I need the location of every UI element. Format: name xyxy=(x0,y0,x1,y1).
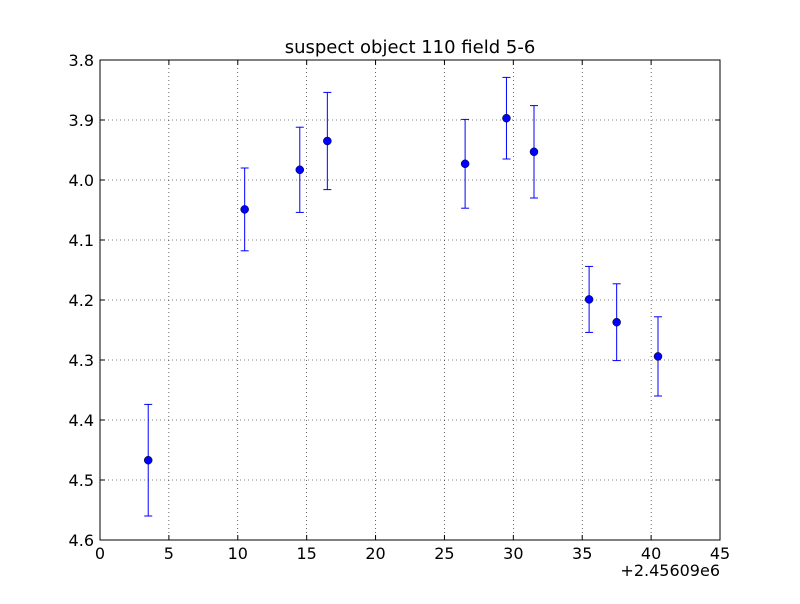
data-point xyxy=(460,159,470,169)
x-tick-label: 40 xyxy=(641,544,661,563)
x-tick-label: 25 xyxy=(434,544,454,563)
x-tick-label: 15 xyxy=(296,544,316,563)
x-tick-label: 10 xyxy=(228,544,248,563)
data-point xyxy=(612,317,621,327)
y-tick-label: 4.2 xyxy=(69,291,94,310)
grid-layer xyxy=(100,60,720,540)
chart-title: suspect object 110 field 5-6 xyxy=(285,37,536,58)
y-tick-label: 4.0 xyxy=(69,171,94,190)
x-tick-label: 30 xyxy=(503,544,523,563)
data-point xyxy=(323,136,332,146)
y-tick-label: 4.3 xyxy=(69,351,94,370)
data-point xyxy=(502,113,511,123)
x-offset-label: +2.45609e6 xyxy=(620,561,720,580)
data-layer xyxy=(143,76,663,517)
y-tick-label: 4.5 xyxy=(69,471,94,490)
x-tick-label: 5 xyxy=(164,544,174,563)
y-tick-label: 4.6 xyxy=(69,531,94,550)
tick-layer: 0 5 10 15 20 25 30 35 40 45 3.8 3.9 4.0 4.1 4.2 4.3 4.4 4… xyxy=(69,51,731,563)
x-tick-label: 20 xyxy=(365,544,385,563)
x-tick-label: 35 xyxy=(572,544,592,563)
y-tick-label: 4.4 xyxy=(69,411,94,430)
x-tick-label: 45 xyxy=(710,544,730,563)
y-tick-label: 4.1 xyxy=(69,231,94,250)
data-point xyxy=(240,205,249,214)
data-point xyxy=(143,455,153,465)
data-point xyxy=(295,165,305,175)
data-point xyxy=(653,352,663,361)
data-point xyxy=(584,295,594,304)
data-point xyxy=(529,147,539,157)
y-tick-label: 3.8 xyxy=(69,51,94,70)
x-tick-label: 0 xyxy=(95,544,105,563)
y-tick-label: 3.9 xyxy=(69,111,94,130)
